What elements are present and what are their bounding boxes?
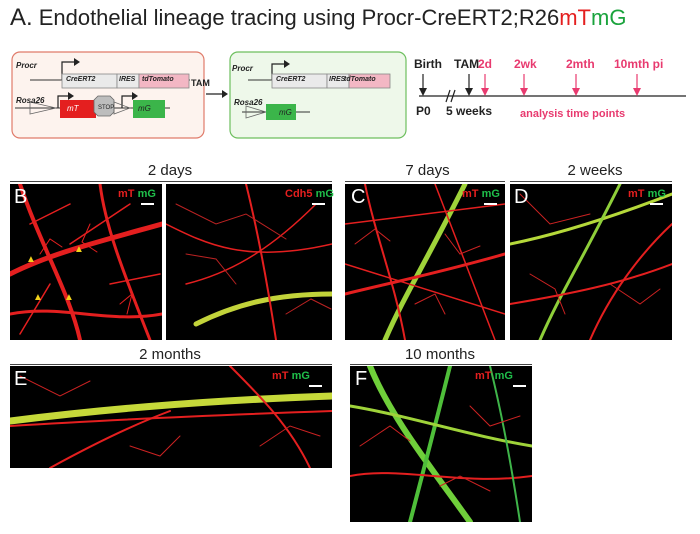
timeline-analysis-label: analysis time points [520, 108, 626, 120]
panel-label-d: D [514, 186, 529, 208]
legend-d-mg: mG [647, 188, 666, 200]
figure-title: A. Endothelial lineage tracing using Proc… [10, 4, 626, 32]
micrograph-e [10, 366, 332, 468]
panel-label-e: E [14, 368, 28, 390]
label-creert2: CreERT2 [66, 76, 96, 83]
micrograph-b-left [10, 184, 162, 340]
vessel-network-d [510, 184, 672, 340]
construct-diagram [11, 51, 407, 139]
legend-b-right-mg: mG [315, 188, 334, 200]
vessel-network-f [350, 366, 532, 522]
legend-e-mt: mT [272, 370, 289, 382]
scale-bar [141, 203, 154, 205]
timeline-5-weeks: 5 weeks [446, 104, 493, 118]
timeline-point-2mth: 2mth [566, 57, 595, 71]
arrowhead-marker: ▲ [74, 244, 84, 255]
vessel-network-b [10, 184, 162, 340]
section-2-days: 2 days [147, 162, 193, 179]
timeline-point-10mth: 10mth pi [614, 57, 664, 71]
section-10-months: 10 months [404, 346, 476, 363]
timeline-birth: Birth [414, 57, 442, 71]
section-7-days: 7 days [405, 162, 450, 179]
legend-b: mT mG [118, 188, 156, 200]
label-rosa26-after: Rosa26 [234, 98, 263, 107]
rule-2-months [10, 364, 332, 365]
title-text: Endothelial lineage tracing using Procr-… [38, 5, 560, 30]
label-tam-arrow: TAM [191, 78, 210, 88]
label-stop: STOP [98, 105, 115, 111]
arrowhead-marker: ▲ [64, 292, 74, 303]
timeline-point-2wk: 2wk [514, 57, 537, 71]
label-creert2-after: CreERT2 [276, 76, 306, 83]
timeline-diagram [419, 74, 686, 103]
vessel-network-b-cdh5 [166, 184, 332, 340]
panel-label-b: B [14, 186, 28, 208]
legend-f-mt: mT [475, 370, 492, 382]
label-ires-after: IRES [329, 76, 346, 83]
legend-b-right: Cdh5 mG [285, 188, 334, 200]
legend-c: mT mG [462, 188, 500, 200]
rule-2-days [10, 181, 332, 182]
label-tdtomato-after: tdTomato [344, 76, 376, 83]
micrograph-b-right [166, 184, 332, 340]
scale-bar [312, 203, 325, 205]
rule-7-days [345, 181, 505, 182]
arrowhead-marker: ▲ [33, 292, 43, 303]
panel-label-c: C [351, 186, 366, 208]
label-procr-after: Procr [232, 64, 253, 73]
scale-bar [513, 385, 526, 387]
panel-letter-a: A. [10, 4, 33, 31]
title-mg: mG [591, 5, 627, 30]
label-ires: IRES [119, 76, 136, 83]
micrograph-f [350, 366, 532, 522]
scale-bar [309, 385, 322, 387]
scale-bar [484, 203, 497, 205]
vessel-network-c [345, 184, 505, 340]
rule-10-months [350, 364, 532, 365]
arrowhead-marker: ▲ [26, 254, 36, 265]
legend-c-mt: mT [462, 188, 479, 200]
timeline-tam: TAM [454, 57, 480, 71]
legend-f: mT mG [475, 370, 513, 382]
legend-b-mg: mG [137, 188, 156, 200]
legend-f-mg: mG [494, 370, 513, 382]
legend-b-mt: mT [118, 188, 135, 200]
scale-bar [650, 203, 663, 205]
title-mt: mT [559, 5, 591, 30]
panel-label-f: F [355, 368, 368, 390]
timeline-point-2d: 2d [478, 57, 493, 71]
legend-e: mT mG [272, 370, 310, 382]
construct-before-box [11, 51, 205, 139]
construct-after-box [229, 51, 407, 139]
vessel-network-e [10, 366, 332, 468]
rule-2-weeks [510, 181, 672, 182]
label-mg-after: mG [279, 108, 292, 117]
label-tdtomato: tdTomato [142, 76, 174, 83]
legend-d: mT mG [628, 188, 666, 200]
legend-e-mg: mG [291, 370, 310, 382]
label-mt-cassette: mT [67, 104, 79, 113]
micrograph-d [510, 184, 672, 340]
legend-b-cdh5: Cdh5 [285, 188, 313, 200]
timeline-p0: P0 [416, 104, 431, 118]
legend-d-mt: mT [628, 188, 645, 200]
label-procr: Procr [16, 61, 37, 70]
legend-c-mg: mG [481, 188, 500, 200]
section-2-months: 2 months [139, 346, 201, 363]
section-2-weeks: 2 weeks [567, 162, 623, 179]
label-rosa26: Rosa26 [16, 96, 45, 105]
label-mg-cassette: mG [138, 104, 151, 113]
micrograph-c [345, 184, 505, 340]
